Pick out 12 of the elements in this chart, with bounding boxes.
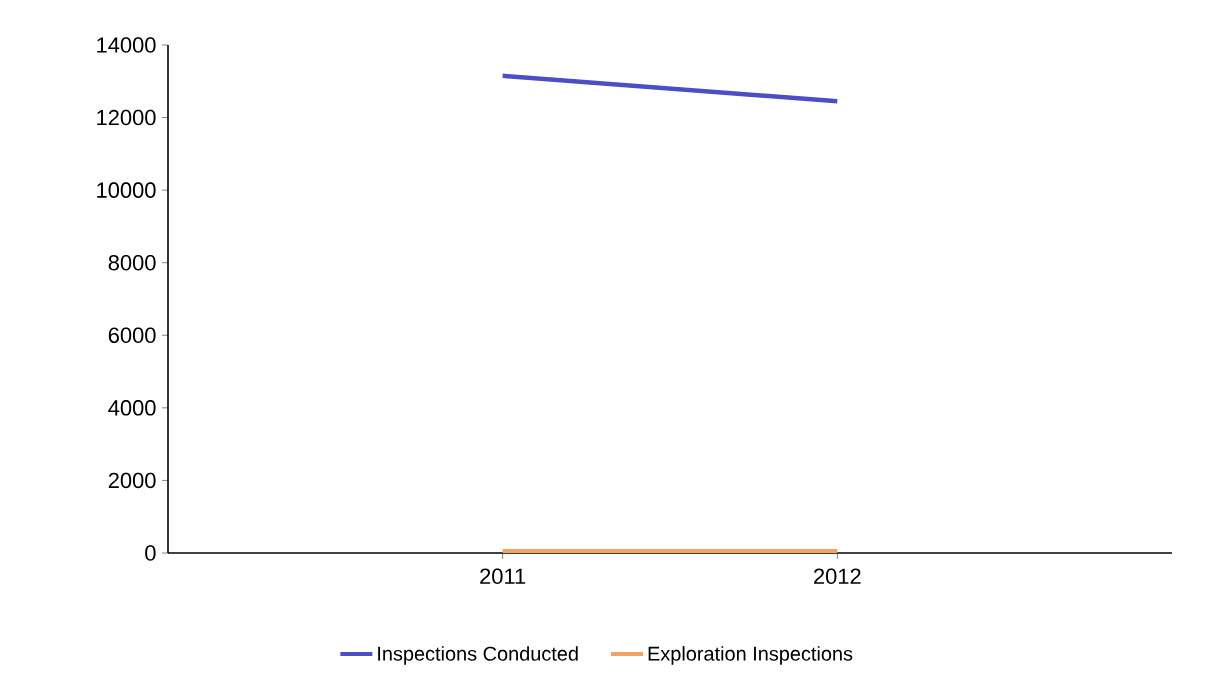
y-tick-label: 0	[145, 545, 156, 561]
y-tick-label: 2000	[108, 472, 156, 489]
x-tick-label: 2011	[480, 568, 526, 585]
y-tick-label: 12000	[97, 109, 156, 126]
y-tick-label: 6000	[108, 327, 156, 344]
y-tick-label: 10000	[97, 182, 156, 198]
x-tick-label: 2012	[814, 568, 861, 585]
y-tick-label: 8000	[108, 254, 156, 271]
legend-label: Inspections Conducted	[378, 646, 578, 665]
y-tick-label: 4000	[108, 400, 156, 416]
legend-label: Exploration Inspections	[648, 646, 853, 665]
y-tick-label: 14000	[97, 37, 156, 53]
